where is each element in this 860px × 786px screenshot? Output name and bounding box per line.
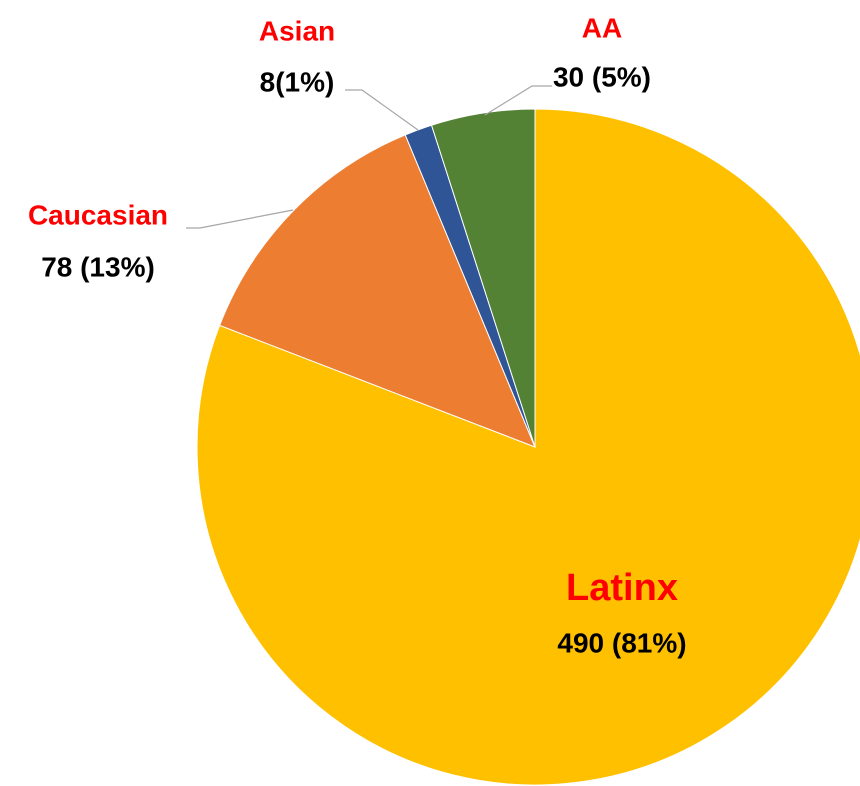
- pie-slice: [430, 108, 536, 448]
- pie-slice: [196, 108, 860, 786]
- slice-name: Asian: [259, 15, 335, 46]
- slice-value-label: 78 (13%): [41, 251, 155, 282]
- slice-value-label: 490 (81%): [557, 627, 686, 658]
- pie-slice: [218, 134, 536, 448]
- leader-line: [484, 85, 552, 116]
- slice-name: Caucasian: [28, 199, 168, 230]
- leader-line: [186, 209, 294, 229]
- slice-name: Latinx: [566, 567, 678, 609]
- slice-value-label: 8(1%): [260, 66, 335, 97]
- slice-value-label: 30 (5%): [553, 61, 651, 92]
- slice-name: AA: [582, 12, 622, 43]
- leader-line: [345, 89, 419, 131]
